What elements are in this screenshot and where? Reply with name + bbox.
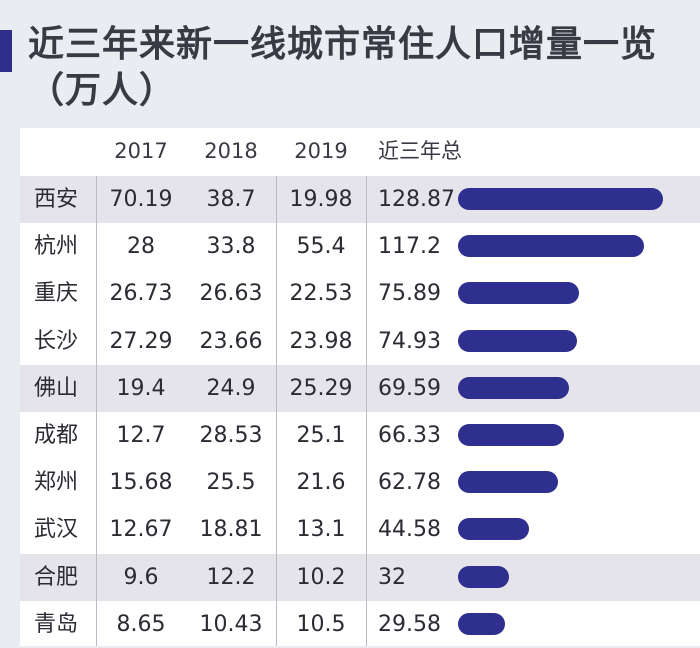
value-2017: 19.4 <box>116 375 166 401</box>
value-2018: 28.53 <box>199 423 263 448</box>
header-2019: 2019 <box>294 139 348 163</box>
value-2017: 26.73 <box>109 281 173 307</box>
value-2017: 12.7 <box>116 423 166 448</box>
value-2019: 25.1 <box>296 423 346 448</box>
value-2018: 10.43 <box>199 611 263 637</box>
value-2019: 23.98 <box>289 328 353 354</box>
value-2019: 19.98 <box>289 187 353 212</box>
city-cell: 武汉 <box>34 517 79 543</box>
value-2017: 9.6 <box>123 564 159 590</box>
table-row: 武汉 12.67 18.81 13.1 44.58 <box>20 506 700 553</box>
value-2017: 28 <box>127 234 155 260</box>
value-2019: 10.5 <box>296 611 346 637</box>
value-2017: 70.19 <box>109 187 173 212</box>
city-cell: 长沙 <box>34 328 79 354</box>
total-value: 117.2 <box>378 234 441 260</box>
total-bar <box>458 612 506 635</box>
table-row: 佛山 19.4 24.9 25.29 69.59 <box>20 364 700 412</box>
value-2019: 55.4 <box>296 234 346 260</box>
chart-title: 近三年来新一线城市常住人口增量一览（万人） <box>28 24 658 111</box>
value-2019: 13.1 <box>296 517 346 543</box>
table-row: 重庆 26.73 26.63 22.53 75.89 <box>20 270 700 317</box>
table-row: 合肥 9.6 12.2 10.2 32 <box>20 553 700 601</box>
table-row: 长沙 27.29 23.66 23.98 74.93 <box>20 318 700 365</box>
city-cell: 西安 <box>34 187 79 212</box>
value-2018: 33.8 <box>206 234 256 260</box>
total-bar <box>458 282 579 305</box>
value-2018: 12.2 <box>206 564 256 590</box>
total-value: 74.93 <box>378 328 441 354</box>
value-2019: 25.29 <box>289 375 353 401</box>
total-value: 62.78 <box>378 470 441 496</box>
table-row: 郑州 15.68 25.5 21.6 62.78 <box>20 459 700 506</box>
value-2018: 38.7 <box>206 187 256 212</box>
total-bar <box>458 565 509 588</box>
total-bar <box>458 424 564 446</box>
header-2017: 2017 <box>114 139 168 163</box>
value-2018: 25.5 <box>206 470 256 496</box>
header-row: 2017 2018 2019 近三年总增量 <box>20 128 700 210</box>
total-value: 66.33 <box>378 423 441 448</box>
header-city <box>24 128 96 175</box>
value-2017: 15.68 <box>109 470 173 496</box>
city-cell: 郑州 <box>34 470 79 496</box>
table-panel: 2017 2018 2019 近三年总增量 西安 70.19 38.7 19.98 12… <box>20 128 700 646</box>
city-cell: 重庆 <box>34 281 79 307</box>
column-divider <box>366 176 367 646</box>
city-cell: 佛山 <box>34 375 79 401</box>
total-value: 69.59 <box>378 375 441 401</box>
total-value: 29.58 <box>378 611 441 637</box>
city-cell: 合肥 <box>34 564 79 590</box>
total-bar <box>458 188 663 210</box>
value-2017: 27.29 <box>109 328 173 354</box>
city-cell: 成都 <box>34 423 79 448</box>
total-bar <box>458 235 645 258</box>
total-bar <box>458 329 578 352</box>
value-2018: 18.81 <box>199 517 263 543</box>
value-2018: 24.9 <box>206 375 256 401</box>
table-row: 青岛 8.65 10.43 10.5 29.58 <box>20 601 700 648</box>
total-bar <box>458 471 558 494</box>
city-cell: 青岛 <box>34 611 79 637</box>
table-row: 西安 70.19 38.7 19.98 128.87 <box>20 176 700 223</box>
value-2017: 12.67 <box>109 517 173 543</box>
value-2018: 23.66 <box>199 328 263 354</box>
value-2017: 8.65 <box>116 611 166 637</box>
column-divider <box>96 176 97 646</box>
total-value: 128.87 <box>378 187 455 212</box>
city-cell: 杭州 <box>34 234 79 260</box>
total-value: 44.58 <box>378 517 441 543</box>
header-total: 近三年总增量 <box>378 139 462 210</box>
value-2019: 21.6 <box>296 470 346 496</box>
value-2019: 10.2 <box>296 564 346 590</box>
title-accent-bar <box>0 30 12 72</box>
table-row: 杭州 28 33.8 55.4 117.2 <box>20 223 700 270</box>
value-2018: 26.63 <box>199 281 263 307</box>
column-divider <box>276 176 277 646</box>
header-2018: 2018 <box>204 139 258 163</box>
table-row: 成都 12.7 28.53 25.1 66.33 <box>20 412 700 459</box>
value-2019: 22.53 <box>289 281 353 307</box>
total-value: 32 <box>378 564 406 590</box>
total-bar <box>458 376 569 399</box>
total-bar <box>458 518 529 541</box>
total-value: 75.89 <box>378 281 441 307</box>
